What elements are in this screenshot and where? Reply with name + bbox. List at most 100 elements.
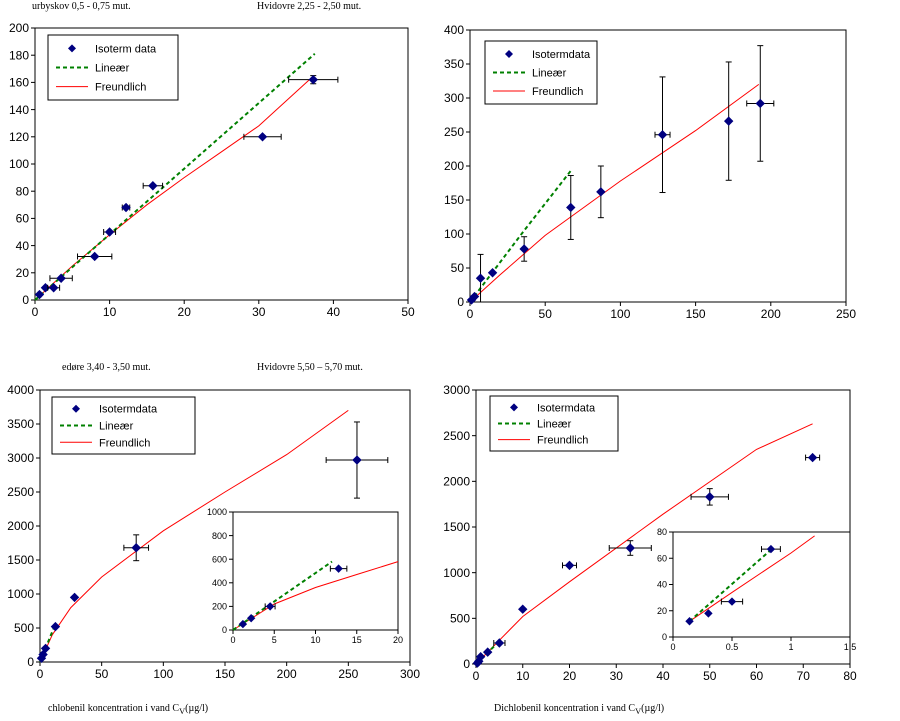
panel-4-x-tick-label: 0 [473,669,480,683]
panel-4-inset-y-tick-label: 0 [662,632,667,642]
panel-2-x-tick-label: 150 [686,307,706,321]
panel-1-linear-line [34,53,316,301]
x-axis-label-right-text: Dichlobenil koncentration i vand C [494,703,636,714]
panel-4-data-point [564,560,575,571]
panel-4-x-tick-label: 60 [750,669,764,683]
panel-3-x-tick-label: 150 [215,667,235,681]
panel-3-data-point [69,592,80,603]
panel-3-inset-x-tick-label: 5 [272,635,277,645]
panel-3-inset-y-tick-label: 1000 [207,507,227,517]
panel-4-data-point [494,638,505,648]
panel-4-x-tick-label: 80 [843,669,857,683]
caption-bottom-right: Hvidovre 5,50 – 5,70 mut. [257,362,363,373]
panel-4-inset-y-tick-label: 80 [657,527,667,537]
caption-top-right: Hvidovre 2,25 - 2,50 mut. [257,1,362,12]
panel-3-y-tick-label: 1500 [7,553,34,567]
panel-4-legend-label: Freundlich [537,435,588,447]
panel-3-legend-marker-data [72,404,80,413]
x-axis-label-right-unit: (µg/l) [641,703,665,714]
panel-4-y-tick-label: 0 [463,657,470,671]
panel-3-x-tick-label: 50 [95,667,109,681]
panel-3-y-tick-label: 2500 [7,485,34,499]
panel-2-data-point [487,268,498,278]
panel-1-x-tick-label: 30 [252,305,266,319]
panel-1-y-tick-label: 60 [16,212,30,226]
panel-4-legend-marker-data [510,403,518,412]
panel-1-data-point [148,181,158,191]
panel-1-legend-label: Isoterm data [95,43,157,55]
panel-4-data-point [705,492,715,502]
panel-2-y-tick-label: 150 [444,193,464,207]
panel-3-data-point [131,543,141,553]
panel-3-inset-y-tick-label: 200 [212,602,227,612]
panel-4-inset-y-tick-label: 60 [657,553,667,563]
panel-3-y-tick-label: 2000 [7,519,34,533]
panel-4-y-tick-label: 1000 [443,566,470,580]
panel-4-inset-x-tick-label: 1.5 [844,642,857,652]
panel-2-data-point [469,291,480,302]
panel-1-data-point [308,74,318,85]
panel-1-y-tick-label: 0 [22,293,29,307]
panel-2-legend-label: Lineær [532,68,567,80]
panel-4-legend-box [489,395,619,452]
panel-1-legend-marker-data [68,44,76,53]
panel-3-x-tick-label: 200 [277,667,297,681]
panel-4-x-tick-label: 40 [656,669,670,683]
panel-4-x-tick-label: 50 [703,669,717,683]
panel-3-inset-y-tick-label: 400 [212,578,227,588]
panel-4-y-tick-label: 2000 [443,475,470,489]
panel-3-inset-data-point [246,613,256,623]
x-axis-label-left: chlobenil koncentration i vand CV(µg/l) [48,703,208,716]
panel-2-legend-label: Freundlich [532,86,583,98]
panel-2-legend: Isotermdata Lineær Freundlich [484,40,598,105]
panel-3-inset-freundlich-line [232,561,399,631]
panel-4-inset-freundlich-line [689,535,815,622]
panel-1-x-tick-label: 20 [178,305,192,319]
panel-4-inset-x-tick-label: 0 [670,642,675,652]
panel-1-y-tick-label: 40 [16,239,30,253]
x-axis-label-right-sub: V [635,707,642,716]
caption-top-left: urbyskov 0,5 - 0,75 mut. [32,1,131,12]
panel-3-inset-data-point [334,564,343,573]
panel-1-data-point [121,202,131,213]
panel-3-x-tick-label: 300 [400,667,420,681]
panel-4-inset-data-point [685,617,694,626]
panel-1-y-tick-label: 160 [9,76,29,90]
panel-4-inset-x-tick-label: 1 [788,642,793,652]
panel-3-data-point [352,455,362,465]
panel-3-legend-label: Isotermdata [99,404,158,416]
panel-2-x-tick-label: 100 [610,307,630,321]
panel-2-x-tick-label: 50 [539,307,553,321]
panel-4-inset-x-tick-label: 0.5 [726,642,739,652]
panel-2-data-point [657,130,668,140]
panel-2-data-point [723,116,734,126]
panel-1-x-tick-label: 0 [32,305,39,319]
x-axis-label-left-sub: V [179,707,186,716]
panel-1-legend-label: Lineær [95,63,130,75]
panel-2-freundlich-line [469,83,760,303]
panel-4-inset-data-point [766,544,776,554]
panel-2-x-tick-label: 250 [836,307,856,321]
panel-1-y-tick-label: 140 [9,103,29,117]
panel-4-data-point [518,604,528,614]
panel-2-y-tick-label: 400 [444,23,464,37]
panel-4-inset: 0 0.5 1 1.5 0 20 40 60 80 [657,527,856,652]
panel-4-legend: Isotermdata Lineær Freundlich [489,395,619,452]
panel-2-x-tick-label: 200 [761,307,781,321]
panel-3-inset-linear-line [232,560,333,631]
panel-3-y-tick-label: 4000 [7,383,34,397]
panel-3-legend-label: Freundlich [99,437,150,449]
panel-4-inset-y-tick-label: 20 [657,606,667,616]
panel-2-data-point [519,244,529,254]
panel-1-data-point [104,227,115,237]
panel-2-y-tick-label: 350 [444,57,464,71]
x-axis-label-left-text: chlobenil koncentration i vand C [48,703,180,714]
panel-4-y-tick-label: 2500 [443,429,470,443]
panel-3-inset-x-tick-label: 20 [393,635,403,645]
panel-3-x-tick-label: 100 [153,667,173,681]
panel-3-inset-y-tick-label: 800 [212,531,227,541]
panel-2-data-point [755,98,765,109]
